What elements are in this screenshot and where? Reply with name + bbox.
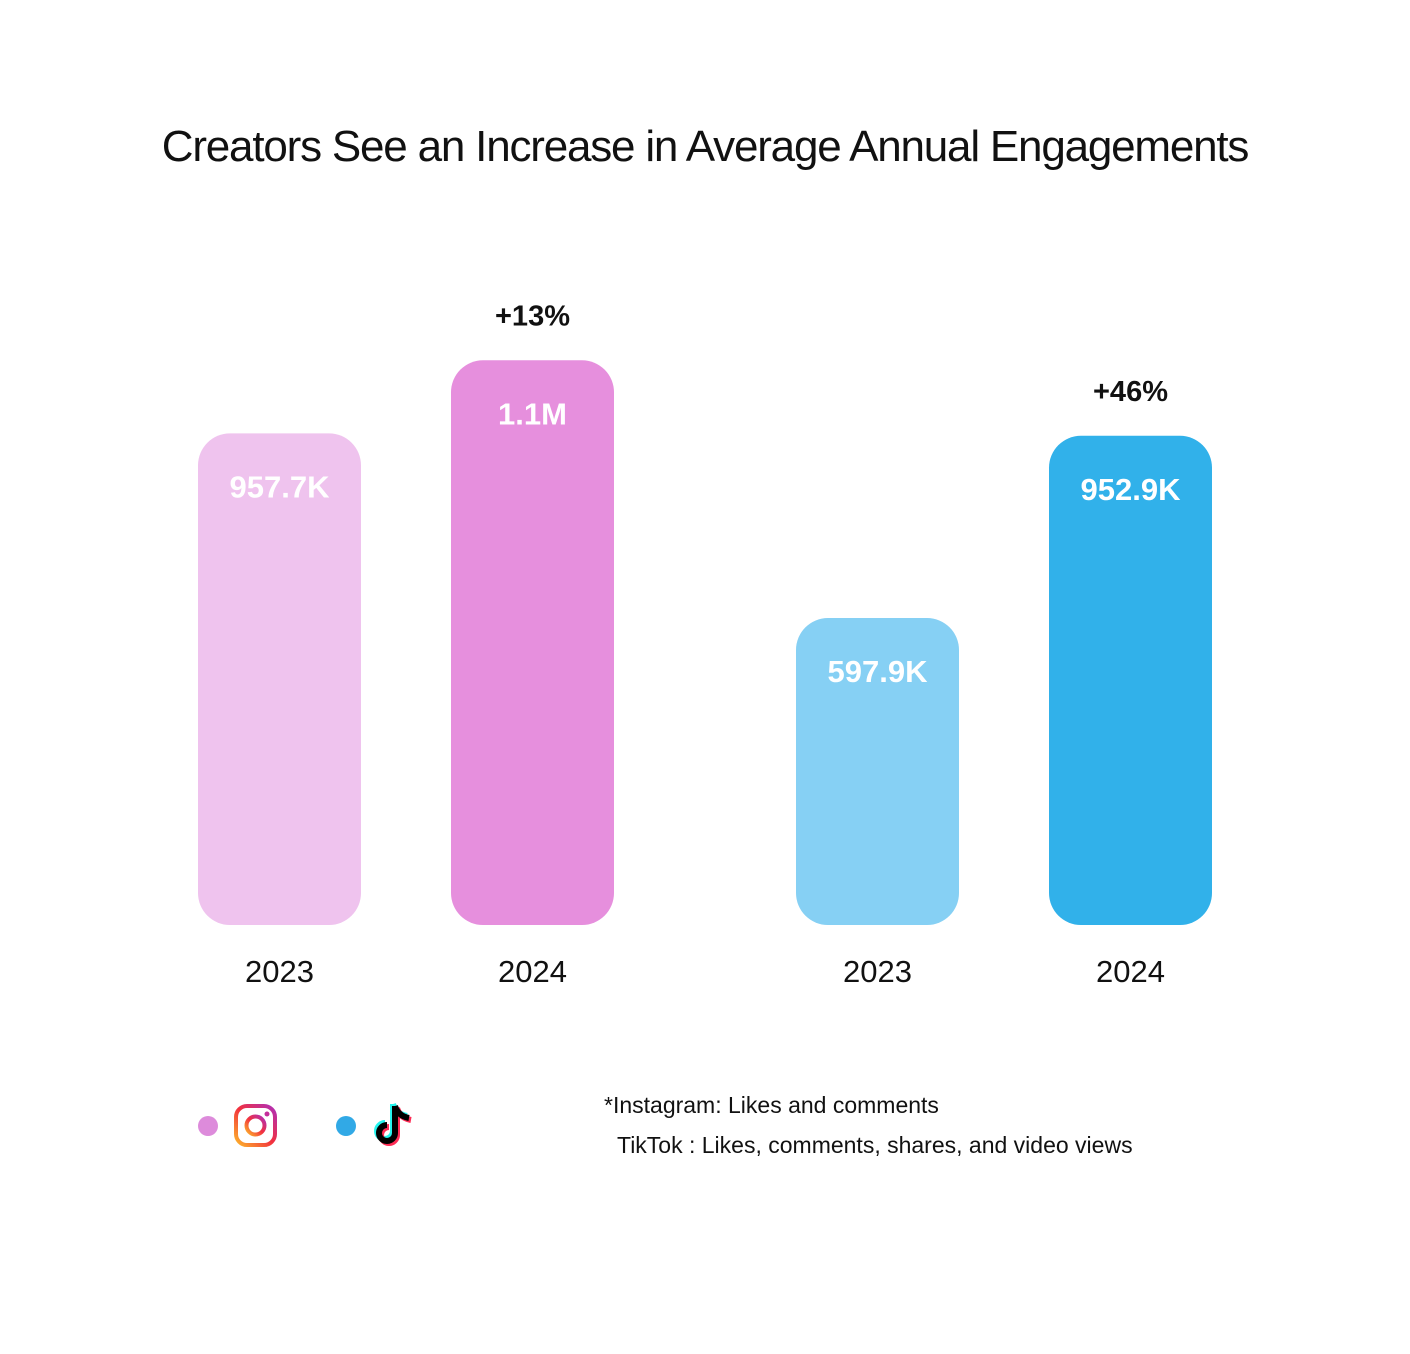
chart-title: Creators See an Increase in Average Annu…: [161, 122, 1250, 171]
legend-dot-tiktok: [336, 1116, 356, 1136]
change-label: +46%: [1093, 376, 1168, 408]
x-tick-label: 2024: [1096, 954, 1165, 989]
change-label: +13%: [495, 300, 570, 332]
bar-value-label: 957.7K: [230, 469, 331, 504]
bar-value-label: 597.9K: [828, 654, 929, 689]
bar-instagram-2023: [198, 433, 361, 925]
footnote-tiktok: TikTok : Likes, comments, shares, and vi…: [617, 1132, 1133, 1158]
instagram-icon: [234, 1104, 277, 1147]
footnote-instagram: *Instagram: Likes and comments: [604, 1092, 939, 1118]
bar-value-label: 1.1M: [498, 396, 567, 431]
bar-value-label: 952.9K: [1081, 472, 1182, 507]
x-tick-label: 2024: [498, 954, 567, 989]
legend-dot-instagram: [198, 1116, 218, 1136]
tiktok-icon: [374, 1102, 412, 1146]
bar-instagram-2024: [451, 360, 614, 926]
bar-tiktok-2023: [796, 618, 959, 925]
bar-tiktok-2024: [1049, 435, 1212, 925]
x-tick-label: 2023: [843, 954, 912, 989]
x-tick-label: 2023: [245, 954, 314, 989]
